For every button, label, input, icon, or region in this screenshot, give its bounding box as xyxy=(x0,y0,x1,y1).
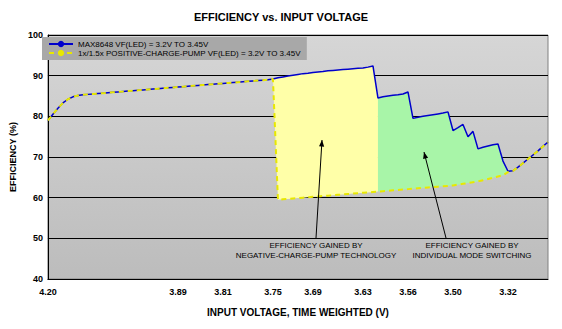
svg-text:50: 50 xyxy=(33,233,43,243)
svg-text:INPUT VOLTAGE, TIME WEIGHTED (: INPUT VOLTAGE, TIME WEIGHTED (V) xyxy=(207,307,389,318)
svg-text:MAX8648 VF(LED) = 3.2V TO 3.45: MAX8648 VF(LED) = 3.2V TO 3.45V xyxy=(78,40,209,49)
svg-text:4.20: 4.20 xyxy=(39,287,57,297)
svg-text:3.50: 3.50 xyxy=(444,287,462,297)
svg-text:3.89: 3.89 xyxy=(169,287,187,297)
svg-text:3.56: 3.56 xyxy=(399,287,417,297)
svg-text:1x/1.5x POSITIVE-CHARGE-PUMP V: 1x/1.5x POSITIVE-CHARGE-PUMP VF(LED) = 3… xyxy=(78,49,301,58)
svg-text:3.32: 3.32 xyxy=(499,287,517,297)
svg-text:60: 60 xyxy=(33,193,43,203)
svg-text:70: 70 xyxy=(33,152,43,162)
svg-text:3.63: 3.63 xyxy=(354,287,372,297)
svg-text:40: 40 xyxy=(33,274,43,284)
svg-text:3.69: 3.69 xyxy=(304,287,322,297)
svg-text:100: 100 xyxy=(28,30,43,40)
svg-text:90: 90 xyxy=(33,71,43,81)
svg-text:EFFICIENCY vs. INPUT VOLTAGE: EFFICIENCY vs. INPUT VOLTAGE xyxy=(194,11,368,23)
svg-text:EFFICIENCY (%): EFFICIENCY (%) xyxy=(8,122,18,192)
svg-text:80: 80 xyxy=(33,111,43,121)
svg-text:EFFICIENCY GAINED BY: EFFICIENCY GAINED BY xyxy=(269,241,363,250)
svg-text:3.81: 3.81 xyxy=(214,287,232,297)
svg-text:NEGATIVE-CHARGE-PUMP TECHNOLOG: NEGATIVE-CHARGE-PUMP TECHNOLOGY xyxy=(236,251,397,260)
svg-text:INDIVIDUAL MODE SWITCHING: INDIVIDUAL MODE SWITCHING xyxy=(413,251,532,260)
svg-text:EFFICIENCY GAINED BY: EFFICIENCY GAINED BY xyxy=(425,241,519,250)
svg-text:3.75: 3.75 xyxy=(264,287,282,297)
